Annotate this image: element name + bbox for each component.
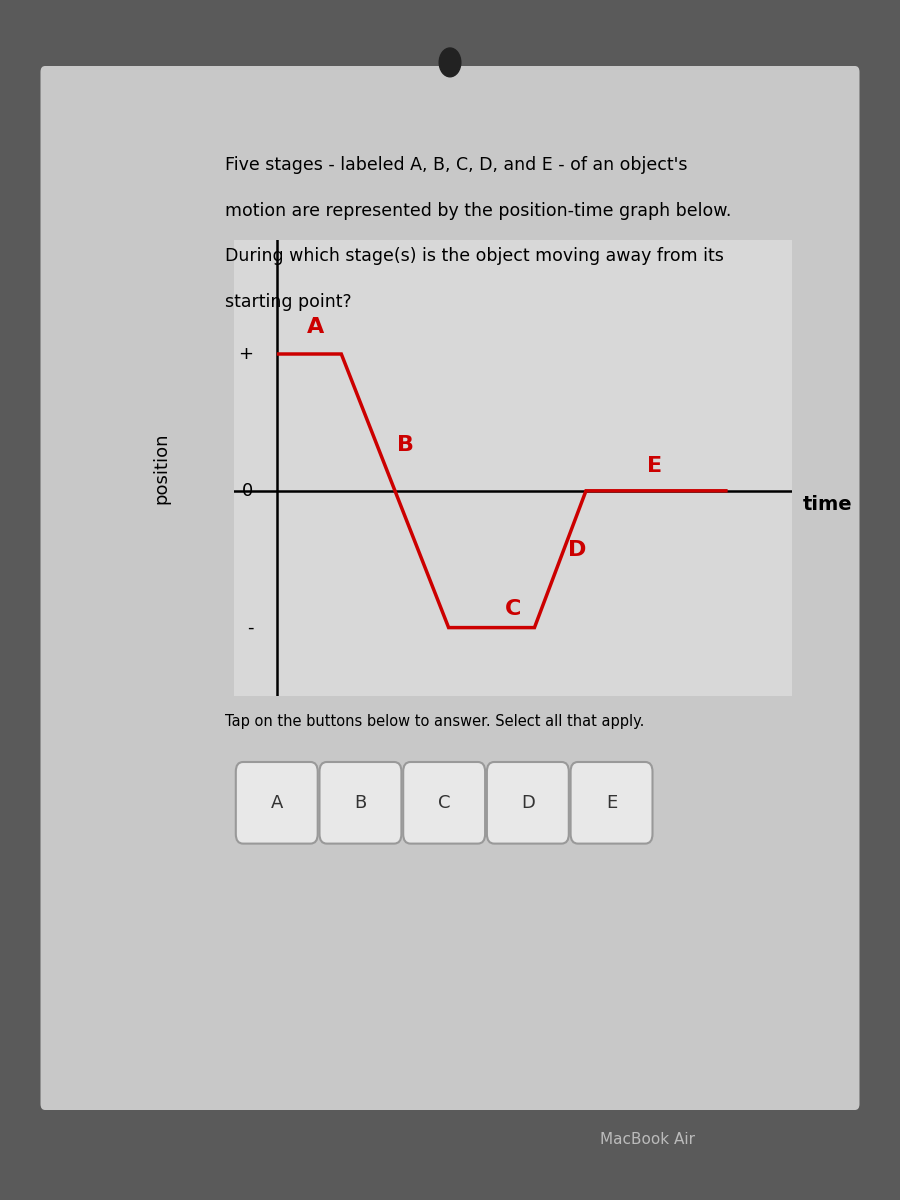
- Text: A: A: [271, 794, 283, 811]
- Text: -: -: [247, 618, 253, 636]
- Text: During which stage(s) is the object moving away from its: During which stage(s) is the object movi…: [225, 247, 724, 265]
- Text: starting point?: starting point?: [225, 293, 352, 311]
- Text: A: A: [307, 317, 324, 337]
- Text: 0: 0: [242, 481, 253, 499]
- Text: C: C: [438, 794, 450, 811]
- Text: E: E: [606, 794, 617, 811]
- Text: C: C: [505, 599, 521, 619]
- Text: B: B: [397, 436, 414, 455]
- Text: position: position: [152, 432, 170, 504]
- Text: D: D: [521, 794, 535, 811]
- Text: Five stages - labeled A, B, C, D, and E - of an object's: Five stages - labeled A, B, C, D, and E …: [225, 156, 688, 174]
- Text: B: B: [355, 794, 366, 811]
- Text: time: time: [803, 494, 853, 514]
- Text: MacBook Air: MacBook Air: [600, 1133, 696, 1147]
- Text: Tap on the buttons below to answer. Select all that apply.: Tap on the buttons below to answer. Sele…: [225, 714, 644, 728]
- Text: E: E: [647, 456, 662, 475]
- Text: +: +: [238, 346, 253, 362]
- Text: D: D: [568, 540, 587, 560]
- Text: motion are represented by the position-time graph below.: motion are represented by the position-t…: [225, 202, 732, 220]
